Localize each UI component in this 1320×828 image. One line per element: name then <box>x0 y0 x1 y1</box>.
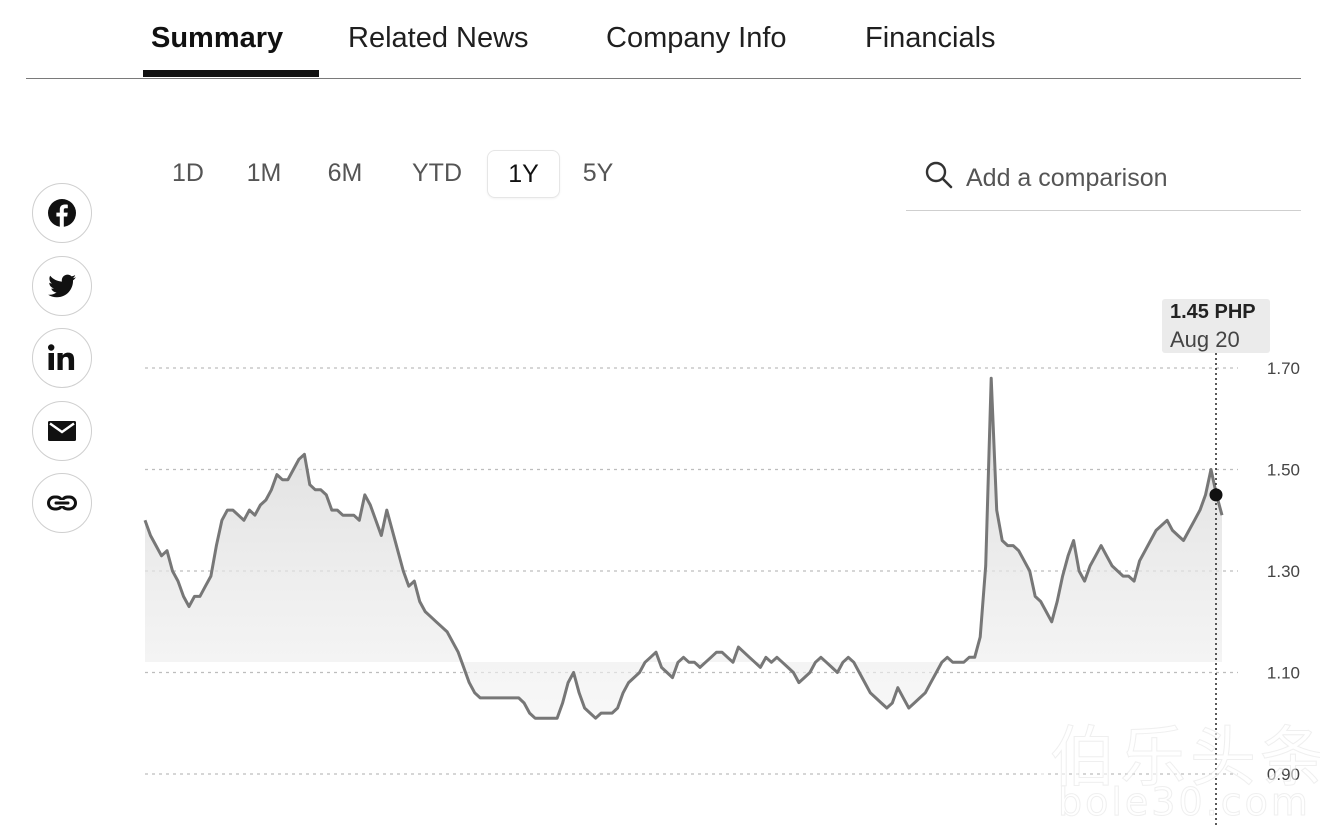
y-tick-label: 1.70 <box>1267 359 1300 378</box>
range-5y[interactable]: 5Y <box>582 159 614 187</box>
y-axis-ticks: 1.70 1.50 1.30 1.10 0.90 <box>1267 359 1300 784</box>
share-link-button[interactable] <box>32 473 92 533</box>
active-tab-indicator <box>143 70 319 77</box>
tooltip-date: Aug 20 <box>1170 327 1240 352</box>
comparison-input[interactable] <box>964 158 1288 198</box>
y-tick-label: 0.90 <box>1267 765 1300 784</box>
tab-bar: Summary Related News Company Info Financ… <box>26 0 1301 79</box>
comparison-search <box>906 150 1301 211</box>
price-tooltip: 1.45 PHP Aug 20 <box>1162 299 1270 353</box>
tab-financials[interactable]: Financials <box>865 22 996 54</box>
tooltip-price: 1.45 PHP <box>1170 301 1256 323</box>
range-1d[interactable]: 1D <box>172 159 204 187</box>
share-linkedin-button[interactable] <box>32 328 92 388</box>
tab-related-news[interactable]: Related News <box>348 22 529 54</box>
hover-point[interactable] <box>1209 488 1223 502</box>
range-6m[interactable]: 6M <box>327 159 363 187</box>
share-email-button[interactable] <box>32 401 92 461</box>
y-tick-label: 1.50 <box>1267 461 1300 480</box>
tab-company-info[interactable]: Company Info <box>606 22 787 54</box>
tab-summary[interactable]: Summary <box>151 22 284 54</box>
range-ytd[interactable]: YTD <box>412 159 462 187</box>
share-facebook-button[interactable] <box>32 183 92 243</box>
range-1y[interactable]: 1Y <box>487 150 560 198</box>
share-twitter-button[interactable] <box>32 256 92 316</box>
range-1m[interactable]: 1M <box>246 159 282 187</box>
price-area <box>145 378 1222 719</box>
y-tick-label: 1.10 <box>1267 664 1300 683</box>
y-tick-label: 1.30 <box>1267 562 1300 581</box>
price-line <box>143 376 1224 720</box>
search-icon <box>924 160 954 195</box>
